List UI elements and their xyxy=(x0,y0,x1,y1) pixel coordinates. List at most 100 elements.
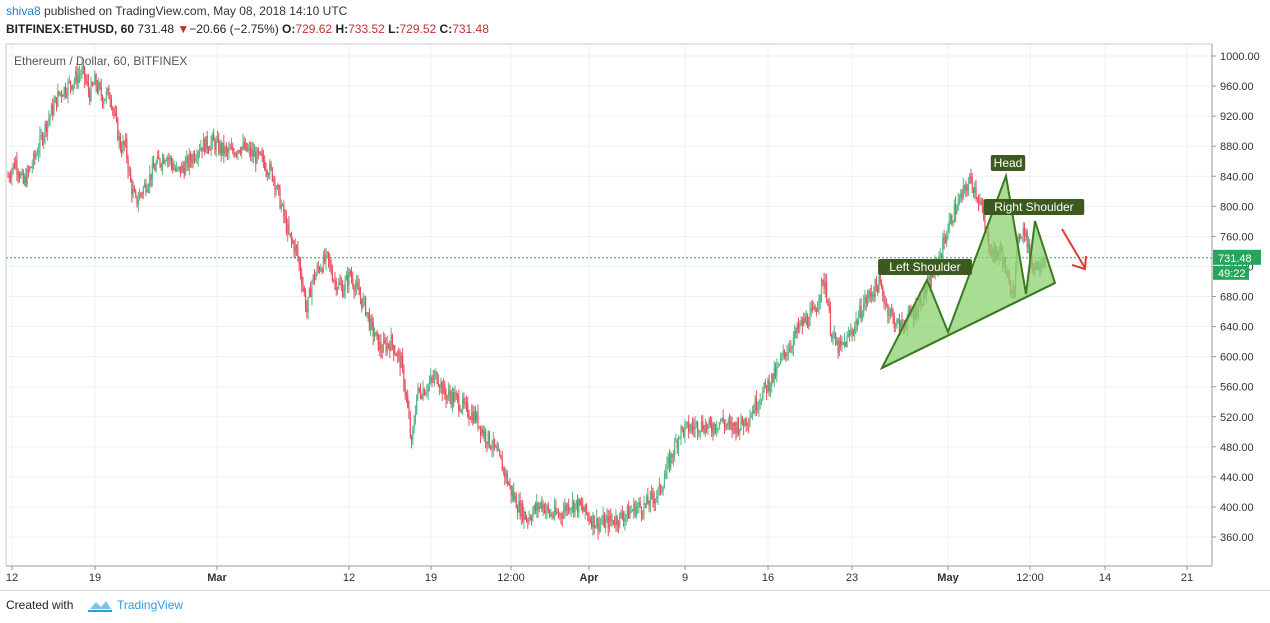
publisher-user[interactable]: shiva8 xyxy=(6,4,41,18)
candle-body xyxy=(783,350,786,353)
candle-body xyxy=(888,314,890,316)
candle-body xyxy=(730,422,732,424)
publisher-line: shiva8 published on TradingView.com, May… xyxy=(6,4,347,18)
candle-body xyxy=(275,188,277,190)
candle-body xyxy=(87,81,90,91)
candle-body xyxy=(68,80,70,82)
candle-body xyxy=(624,517,626,522)
candle-body xyxy=(708,419,710,425)
candle-body xyxy=(200,147,202,151)
pattern-shape[interactable] xyxy=(879,172,1057,371)
candle-body xyxy=(956,209,958,215)
last-price: 731.48 xyxy=(137,22,175,36)
candle-body xyxy=(744,418,746,427)
candle-body xyxy=(805,316,807,323)
candle-body xyxy=(53,102,55,115)
candle-body xyxy=(136,196,138,205)
candle-body xyxy=(814,306,816,312)
candle-body xyxy=(672,455,674,458)
candle-body xyxy=(846,335,848,347)
candle-body xyxy=(433,374,436,381)
candle-body xyxy=(311,281,313,297)
candle-body xyxy=(680,426,682,438)
candle-body xyxy=(15,160,17,169)
candle-body xyxy=(141,193,143,195)
candle-body xyxy=(417,387,419,395)
open-label: O: xyxy=(282,22,296,36)
candle-body xyxy=(218,138,220,153)
candle-body xyxy=(66,94,68,96)
candle-body xyxy=(426,391,428,393)
candle-body xyxy=(371,318,373,323)
price-axis[interactable]: 1000.00 960.00 920.00 880.00 840.00 800.00 760… xyxy=(1211,44,1261,566)
candle-body xyxy=(298,257,300,264)
candle-body xyxy=(856,320,858,325)
price-chart[interactable]: Ethereum / Dollar, 60, BITFINEX Left Sho… xyxy=(0,0,1270,590)
candle-body xyxy=(743,423,745,427)
candle-body xyxy=(50,105,53,116)
candle-body xyxy=(539,502,542,506)
x-tick-label: Apr xyxy=(580,572,600,584)
candle-body xyxy=(340,284,342,286)
candle-body xyxy=(543,504,545,513)
candle-body xyxy=(239,152,242,154)
candle-body xyxy=(531,518,533,520)
candle-body xyxy=(260,152,262,155)
candle-body xyxy=(321,269,323,272)
y-tick-label: 440.00 xyxy=(1220,472,1254,484)
time-axis[interactable]: 12 19 Mar 12 19 12:00 Apr 9 16 23 May 12:00 14 21 xyxy=(6,565,1212,584)
candle-body xyxy=(470,412,473,420)
pattern-label-box[interactable] xyxy=(990,155,1026,171)
candle-body xyxy=(764,382,766,386)
candle-body xyxy=(472,412,474,423)
candle-body xyxy=(668,457,671,469)
candle-body xyxy=(611,520,613,522)
candle-body xyxy=(144,183,146,188)
candle-body xyxy=(643,503,645,515)
candle-body xyxy=(41,134,44,143)
candle-body xyxy=(64,87,67,95)
candle-body xyxy=(545,510,547,513)
candle-body xyxy=(529,517,531,519)
candle-body xyxy=(20,173,22,178)
head-shoulders-pattern[interactable]: Left Shoulder Head Right Shoulder xyxy=(878,155,1087,371)
candle-body xyxy=(874,279,876,297)
candle-body xyxy=(838,340,840,354)
candle-body xyxy=(584,504,586,512)
candle-body xyxy=(468,416,470,419)
candle-body xyxy=(481,428,483,435)
candle-body xyxy=(620,512,622,514)
tradingview-brand-link[interactable]: TradingView xyxy=(117,598,184,612)
candle-body xyxy=(813,306,815,309)
candle-body xyxy=(974,187,976,193)
candle-body xyxy=(81,66,83,74)
candle-body xyxy=(94,74,96,85)
candle-body xyxy=(674,441,676,456)
y-tick-label: 760.00 xyxy=(1220,231,1254,243)
candle-body xyxy=(619,512,621,526)
neckline[interactable] xyxy=(881,282,1056,369)
candle-body xyxy=(546,506,548,511)
x-tick-label: 12:00 xyxy=(497,572,525,584)
candle-body xyxy=(901,320,903,326)
candle-body xyxy=(293,242,295,253)
pattern-label-box[interactable] xyxy=(878,259,972,275)
candle-body xyxy=(887,304,889,316)
candle-body xyxy=(408,407,410,418)
candle-body xyxy=(534,505,537,511)
candle-body xyxy=(868,291,870,298)
candle-body xyxy=(387,343,390,346)
candle-body xyxy=(854,326,856,334)
candle-body xyxy=(327,252,330,260)
candle-body xyxy=(894,325,897,328)
candle-body xyxy=(977,199,980,204)
candle-body xyxy=(196,158,198,160)
candle-body xyxy=(92,84,95,86)
candle-body xyxy=(873,294,875,297)
candle-body xyxy=(869,291,871,294)
candle-body xyxy=(91,82,93,86)
candle-body xyxy=(538,505,540,510)
candle-body xyxy=(430,377,432,383)
pattern-label-box[interactable] xyxy=(983,199,1085,215)
candle-body xyxy=(548,510,551,516)
